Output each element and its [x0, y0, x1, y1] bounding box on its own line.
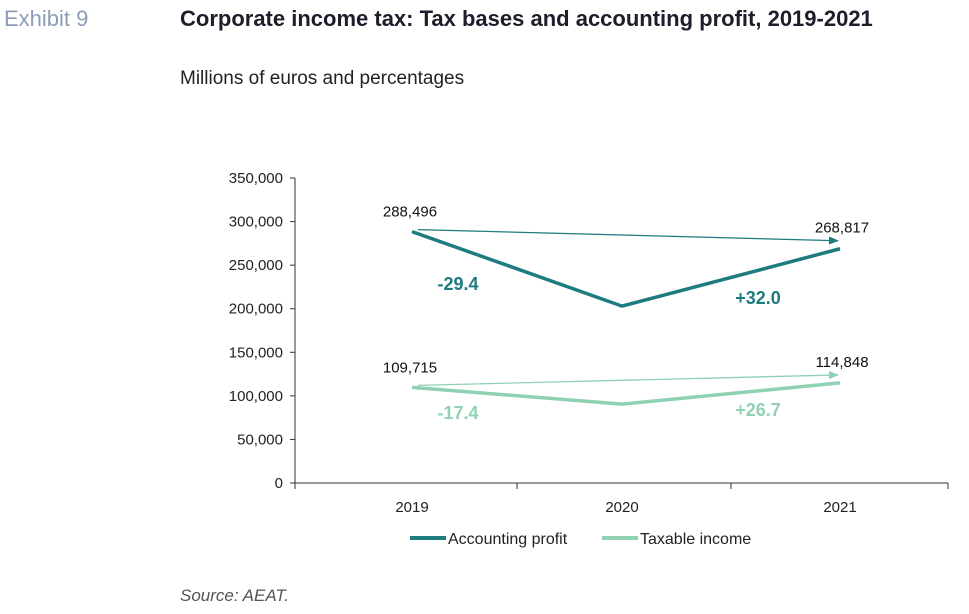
taxable-income-change-label: +26.7: [735, 400, 781, 420]
taxable-income-value-label: 109,715: [383, 359, 437, 376]
accounting-profit-change-label: +32.0: [735, 288, 781, 308]
y-tick-label: 150,000: [229, 344, 283, 361]
accounting-profit-line: [411, 229, 841, 308]
exhibit-number: Exhibit 9: [4, 6, 89, 31]
x-tick-label: 2019: [395, 499, 428, 516]
taxable-income-trend-arrow: [417, 371, 839, 387]
y-tick-label: 250,000: [229, 257, 283, 274]
taxable-income-value-label: 114,848: [815, 354, 868, 371]
taxable-income-legend-label: Taxable income: [640, 531, 751, 548]
accounting-profit-legend-label: Accounting profit: [448, 531, 568, 548]
y-tick-label: 300,000: [229, 214, 283, 231]
y-tick-label: 100,000: [229, 388, 283, 405]
accounting-profit-value-label: 268,817: [815, 220, 869, 237]
taxable-income-line: [411, 381, 841, 406]
accounting-profit-change-label: -29.4: [437, 274, 478, 294]
x-tick-label: 2020: [605, 499, 638, 516]
y-tick-label: 350,000: [229, 170, 283, 187]
y-tick-label: 50,000: [237, 431, 283, 448]
y-tick-label: 0: [275, 475, 283, 492]
x-tick-label: 2021: [823, 499, 856, 516]
y-tick-label: 200,000: [229, 301, 283, 318]
chart-title: Corporate income tax: Tax bases and acco…: [180, 6, 873, 31]
accounting-profit-value-label: 288,496: [383, 204, 437, 221]
taxable-income-change-label: -17.4: [437, 403, 478, 423]
chart-subtitle: Millions of euros and percentages: [180, 68, 465, 89]
source-note: Source: AEAT.: [180, 586, 289, 605]
accounting-profit-trend-arrow: [417, 228, 839, 245]
